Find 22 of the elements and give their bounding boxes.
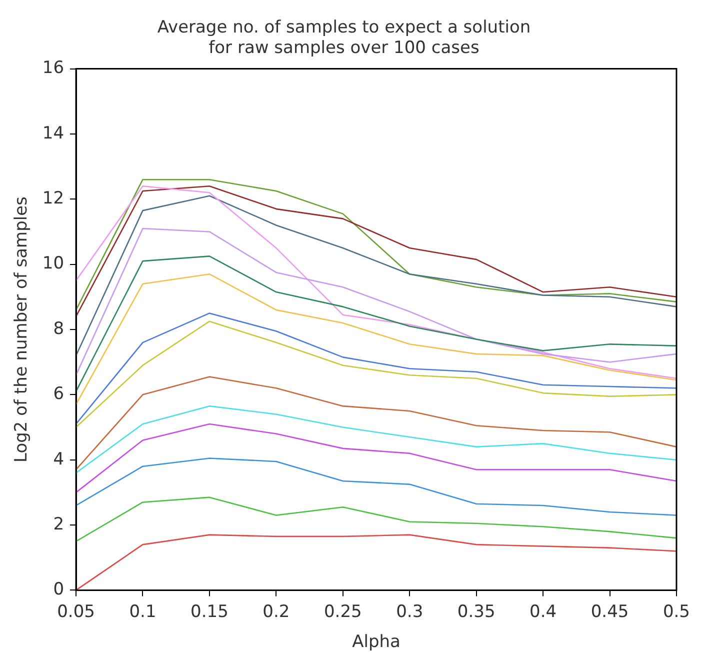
y-tick-label: 12 [42,188,64,209]
x-tick-label: 0.25 [324,602,362,622]
y-tick-label: 0 [53,580,64,600]
y-tick-label: 2 [53,514,64,534]
x-tick-label: 0.15 [190,602,228,622]
x-axis-title: Alpha [352,632,400,652]
x-tick-label: 0.5 [662,602,690,622]
x-tick-label: 0.45 [590,602,629,622]
y-tick-label: 16 [42,58,64,78]
y-tick-label: 14 [42,123,64,144]
x-tick-label: 0.4 [530,602,557,622]
x-tick-label: 0.3 [396,602,424,622]
chart-title: Average no. of samples to expect a solution for raw samples over 100 cases [157,18,531,58]
x-tick-label: 0.05 [57,602,95,622]
y-tick-label: 8 [53,318,64,339]
x-tick-label: 0.2 [262,602,290,622]
y-tick-label: 10 [42,254,64,274]
y-axis-title: Log2 of the number of samples [12,196,32,462]
y-tick-label: 6 [53,384,64,404]
x-tick-label: 0.1 [129,602,156,622]
x-tick-label: 0.35 [457,602,496,622]
y-tick-label: 4 [53,449,64,470]
